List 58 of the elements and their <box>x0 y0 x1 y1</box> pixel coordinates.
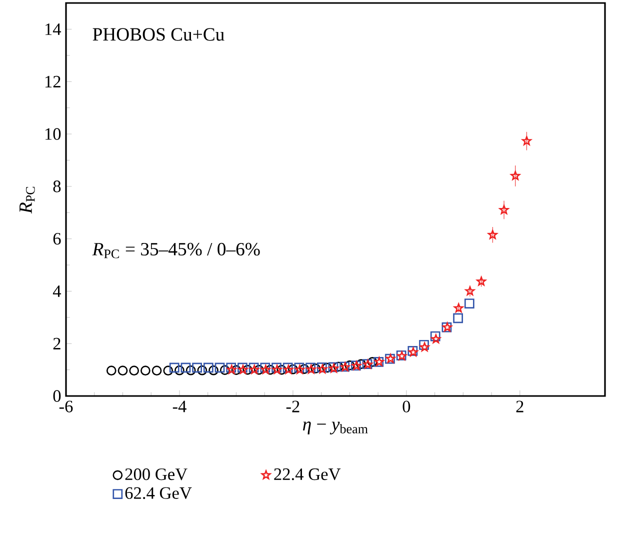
point <box>431 334 441 344</box>
legend-label: 200 GeV <box>125 468 188 480</box>
point <box>276 364 287 375</box>
y-axis-title: R$_{PC}$ <box>20 186 35 214</box>
point <box>242 364 252 375</box>
point <box>203 362 214 373</box>
point <box>163 366 174 376</box>
point <box>453 313 463 324</box>
x-tick-label: 0 <box>402 400 410 412</box>
y-tick-label: 2 <box>53 338 60 350</box>
y-tick-label: 12 <box>45 76 60 88</box>
point <box>510 170 520 180</box>
point <box>208 365 218 376</box>
point <box>140 366 150 376</box>
x-axis-title: η − y$_{beam}$ <box>302 422 368 434</box>
point <box>322 362 332 373</box>
y-tick-label: 0 <box>53 390 61 402</box>
point <box>106 366 116 376</box>
annotation: PHOBOS Cu+Cu <box>92 28 224 41</box>
point <box>288 364 298 374</box>
legend-label: 62.4 GeV <box>125 487 192 500</box>
point <box>152 366 162 376</box>
point <box>231 365 242 375</box>
y-tick-label: 14 <box>45 23 62 35</box>
x-tick-label: 2 <box>516 400 524 412</box>
point <box>299 364 310 374</box>
point <box>310 364 321 374</box>
point <box>220 365 230 375</box>
point <box>420 342 430 352</box>
y-tick-label: 8 <box>53 180 61 192</box>
y-tick-label: 4 <box>52 285 62 297</box>
point <box>186 365 196 376</box>
point <box>180 362 191 373</box>
point <box>214 362 225 373</box>
point <box>430 331 440 342</box>
point <box>464 298 474 308</box>
point <box>488 230 498 239</box>
point <box>197 365 208 376</box>
point <box>265 364 276 375</box>
point <box>254 364 264 375</box>
x-tick-label: -2 <box>286 400 300 412</box>
x-tick-label: -4 <box>172 400 186 412</box>
point <box>465 286 475 296</box>
y-tick-label: 6 <box>53 232 61 245</box>
point <box>169 362 180 373</box>
y-tick-label: 10 <box>45 128 61 140</box>
legend-label: 22.4 GeV <box>274 468 341 480</box>
x-tick-label: -6 <box>59 400 73 412</box>
point <box>476 276 486 286</box>
point <box>174 365 184 376</box>
point <box>129 366 140 376</box>
point <box>192 362 202 373</box>
point <box>454 303 464 312</box>
annotation: R$_{PC}$ = 35–45% / 0–6% <box>92 242 260 258</box>
point <box>499 205 509 214</box>
point <box>419 340 429 350</box>
point <box>522 136 532 146</box>
point <box>118 366 128 376</box>
